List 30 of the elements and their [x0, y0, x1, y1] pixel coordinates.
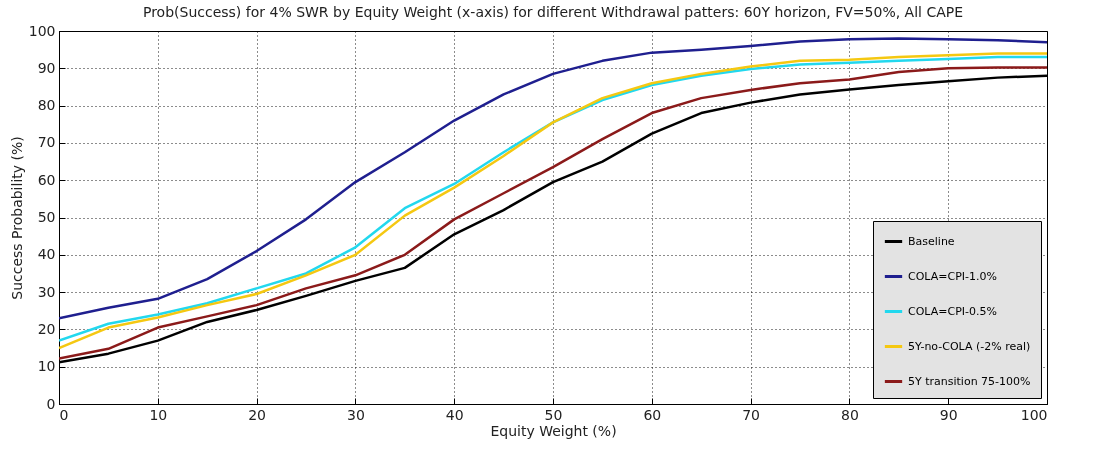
x-tick-label: 10: [149, 406, 168, 423]
x-tick-label: 20: [248, 406, 267, 423]
x-tick-label: 30: [346, 406, 365, 423]
x-tick-label: 50: [544, 406, 563, 423]
x-tick-label: 100: [1020, 406, 1048, 423]
y-axis-title: Success Probability (%): [8, 136, 25, 300]
x-tick-label: 80: [840, 406, 859, 423]
y-tick-label: 10: [37, 358, 56, 375]
y-tick-label: 70: [37, 134, 56, 151]
x-tick-label: 70: [742, 406, 761, 423]
y-tick-label: 50: [37, 209, 56, 225]
x-tick-label: 60: [643, 406, 662, 423]
legend-label: 5Y transition 75-100%: [908, 374, 1031, 388]
y-tick-label: 90: [37, 59, 56, 76]
y-tick-label: 40: [37, 246, 56, 263]
legend-label: COLA=CPI-0.5%: [908, 304, 997, 318]
y-tick-label: 0: [46, 395, 56, 412]
legend-label: 5Y-no-COLA (-2% real): [908, 339, 1031, 353]
y-tick-label: 100: [28, 22, 56, 39]
x-tick-label: 40: [445, 406, 464, 423]
x-tick-label: 90: [939, 406, 958, 423]
y-tick-label: 30: [37, 283, 56, 300]
y-tick-label: 60: [37, 171, 56, 188]
x-axis-title: Equity Weight (%): [490, 422, 617, 439]
chart-title: Prob(Success) for 4% SWR by Equity Weight (x-axis) for different Withdrawal patters: 60Y horizon, FV=50%, All CAPE: [142, 4, 964, 20]
legend-label: Baseline: [908, 234, 955, 248]
y-tick-label: 80: [37, 97, 56, 114]
y-tick-label: 20: [37, 320, 56, 337]
x-tick-label: 0: [59, 406, 69, 423]
legend-label: COLA=CPI-1.0%: [908, 269, 997, 283]
